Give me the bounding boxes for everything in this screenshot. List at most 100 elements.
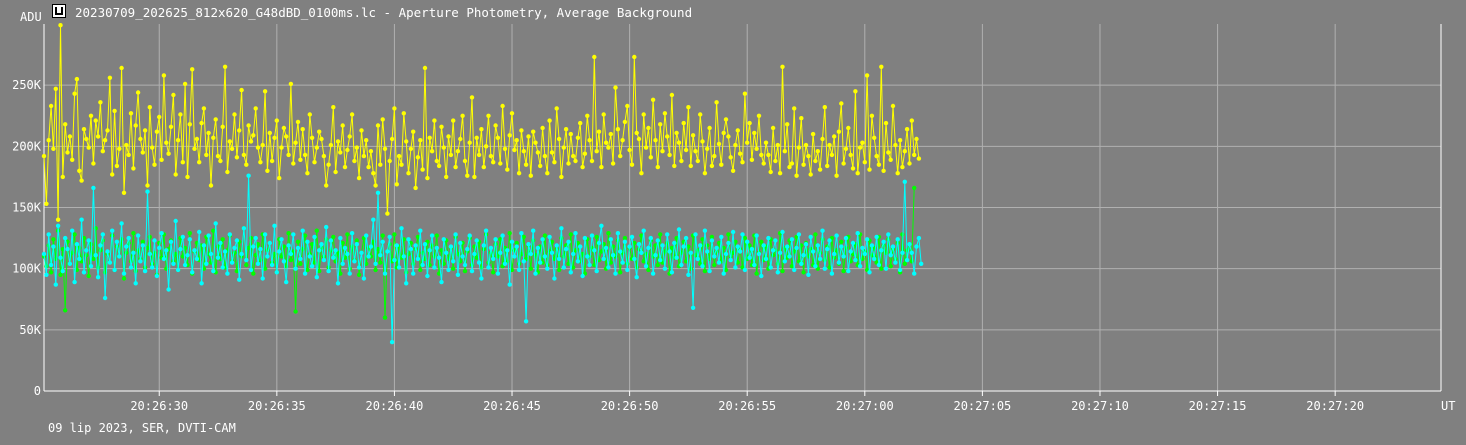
data-point (874, 153, 879, 159)
data-point (827, 265, 832, 270)
data-point (641, 259, 646, 264)
data-point (792, 106, 797, 111)
data-point (919, 261, 924, 266)
data-point (253, 235, 258, 241)
data-point (201, 106, 207, 111)
data-point (521, 149, 526, 154)
data-point (601, 256, 606, 262)
data-point (251, 271, 256, 276)
data-point (563, 127, 569, 132)
x-tick-label: 20:26:35 (248, 399, 306, 413)
data-point (168, 239, 174, 244)
data-point (676, 227, 682, 232)
data-point (512, 147, 517, 153)
data-point (65, 150, 70, 155)
data-point (474, 238, 479, 243)
data-point (241, 152, 247, 158)
data-point (820, 228, 825, 233)
data-point (432, 118, 437, 123)
data-point (335, 281, 341, 286)
data-point (888, 253, 893, 258)
data-point (309, 135, 315, 140)
data-point (514, 240, 519, 246)
data-point (215, 255, 221, 260)
data-point (627, 147, 632, 153)
data-point (902, 261, 907, 266)
data-point (441, 145, 446, 150)
data-point (142, 128, 148, 133)
data-point (373, 261, 378, 266)
data-point (389, 136, 395, 142)
data-point (199, 120, 204, 126)
data-point (674, 255, 679, 260)
data-point (775, 142, 780, 148)
data-point (356, 272, 362, 277)
data-point (683, 235, 689, 241)
data-point (455, 149, 461, 154)
data-point (639, 171, 644, 176)
data-point (763, 140, 769, 145)
data-point (618, 270, 623, 275)
data-point (770, 125, 776, 131)
data-point (392, 232, 397, 237)
data-point (446, 267, 451, 273)
data-point (166, 287, 171, 292)
data-point (185, 253, 190, 258)
data-point (133, 268, 138, 274)
data-point (364, 138, 369, 143)
data-point (187, 231, 192, 236)
data-point (573, 231, 578, 236)
data-point (895, 237, 900, 242)
data-point (512, 254, 517, 259)
data-point (124, 142, 129, 148)
data-point (912, 185, 917, 191)
data-point (154, 273, 160, 279)
data-point (897, 267, 903, 273)
data-point (620, 138, 625, 143)
data-point (735, 244, 740, 249)
data-point (705, 249, 710, 254)
data-point (298, 261, 303, 266)
data-point (498, 161, 503, 166)
data-point (394, 243, 399, 248)
data-point (839, 239, 844, 244)
data-point (822, 266, 827, 271)
data-point (662, 111, 668, 116)
data-point (150, 145, 155, 150)
data-point (679, 262, 684, 268)
data-point (274, 270, 279, 275)
data-point (295, 245, 301, 251)
data-point (860, 245, 865, 251)
data-point (404, 281, 409, 286)
data-point (571, 251, 576, 257)
data-point (860, 140, 865, 145)
data-point (615, 127, 621, 132)
data-point (608, 131, 613, 137)
data-point (354, 242, 359, 247)
data-point (580, 164, 585, 170)
data-point (559, 226, 564, 231)
data-point (561, 145, 566, 150)
data-point (180, 160, 185, 165)
data-point (592, 248, 597, 253)
app-icon[interactable] (52, 4, 66, 18)
data-point (754, 146, 759, 151)
data-point (803, 142, 809, 148)
data-point (439, 248, 444, 253)
data-point (269, 158, 275, 164)
data-point (140, 243, 145, 248)
window-title: 20230709_202625_812x620_G48dBD_0100ms.lc… (75, 5, 693, 20)
data-point (799, 116, 804, 121)
data-point (542, 153, 548, 159)
data-point (587, 138, 592, 143)
data-point (44, 272, 49, 277)
data-point (476, 260, 482, 265)
data-point (340, 240, 345, 246)
data-point (646, 267, 651, 273)
data-point (662, 266, 668, 271)
data-point (883, 120, 889, 126)
data-point (491, 270, 496, 275)
data-point (531, 228, 536, 233)
data-point (655, 262, 660, 268)
data-point (95, 275, 101, 280)
